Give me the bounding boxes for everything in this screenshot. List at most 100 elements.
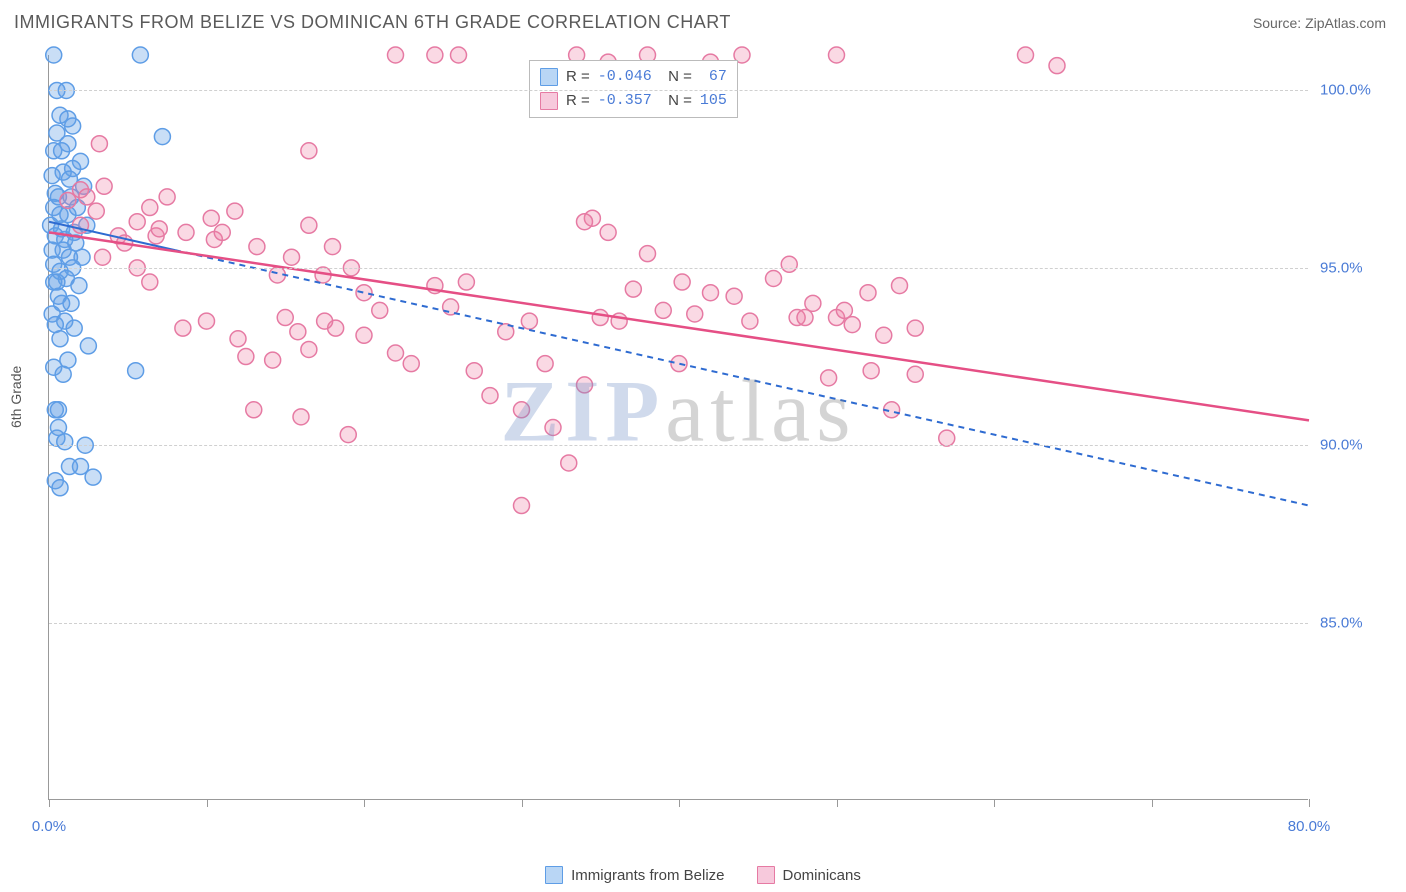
chart-plot-area: ZIPatlas R = -0.046 N = 67R = -0.357 N =…: [48, 55, 1308, 800]
correlation-legend-row: R = -0.046 N = 67: [540, 65, 727, 89]
data-point: [277, 310, 293, 326]
x-tick: [522, 799, 523, 807]
data-point: [372, 302, 388, 318]
data-point: [726, 288, 742, 304]
data-point: [154, 129, 170, 145]
y-axis-label: 6th Grade: [8, 366, 24, 428]
data-point: [829, 47, 845, 63]
data-point: [317, 313, 333, 329]
data-point: [151, 221, 167, 237]
data-point: [466, 363, 482, 379]
y-tick-label: 90.0%: [1320, 437, 1390, 454]
data-point: [577, 214, 593, 230]
legend-r-value: -0.357: [598, 89, 652, 113]
gridline: [49, 268, 1308, 269]
legend-swatch-icon: [540, 92, 558, 110]
x-tick: [1152, 799, 1153, 807]
data-point: [521, 313, 537, 329]
legend-swatch-icon: [757, 866, 775, 884]
y-tick-label: 100.0%: [1320, 82, 1390, 99]
data-point: [742, 313, 758, 329]
data-point: [79, 189, 95, 205]
data-point: [142, 200, 158, 216]
data-point: [142, 274, 158, 290]
data-point: [592, 310, 608, 326]
data-point: [55, 366, 71, 382]
data-point: [561, 455, 577, 471]
data-point: [356, 285, 372, 301]
legend-swatch-icon: [540, 68, 558, 86]
data-point: [388, 345, 404, 361]
data-point: [178, 224, 194, 240]
x-tick: [1309, 799, 1310, 807]
data-point: [129, 214, 145, 230]
data-point: [54, 143, 70, 159]
legend-r-value: -0.046: [598, 65, 652, 89]
bottom-legend-label: Dominicans: [783, 867, 861, 884]
data-point: [159, 189, 175, 205]
data-point: [458, 274, 474, 290]
data-point: [403, 356, 419, 372]
x-tick-label: 80.0%: [1288, 818, 1331, 835]
data-point: [1018, 47, 1034, 63]
legend-n-label: N =: [660, 89, 692, 113]
data-point: [876, 327, 892, 343]
data-point: [451, 47, 467, 63]
data-point: [514, 498, 530, 514]
data-point: [61, 459, 77, 475]
data-point: [214, 224, 230, 240]
correlation-legend: R = -0.046 N = 67R = -0.357 N = 105: [529, 60, 738, 118]
data-point: [625, 281, 641, 297]
data-point: [844, 317, 860, 333]
data-point: [674, 274, 690, 290]
data-point: [293, 409, 309, 425]
x-tick: [994, 799, 995, 807]
data-point: [766, 271, 782, 287]
data-point: [577, 377, 593, 393]
data-point: [907, 320, 923, 336]
data-point: [781, 256, 797, 272]
data-point: [340, 427, 356, 443]
data-point: [797, 310, 813, 326]
data-point: [821, 370, 837, 386]
data-point: [227, 203, 243, 219]
trend-line-extrapolated: [175, 250, 1309, 505]
data-point: [91, 136, 107, 152]
legend-n-value: 105: [700, 89, 727, 113]
data-point: [514, 402, 530, 418]
gridline: [49, 445, 1308, 446]
data-point: [284, 249, 300, 265]
legend-r-label: R =: [566, 65, 590, 89]
data-point: [545, 420, 561, 436]
scatter-svg: [49, 55, 1308, 799]
y-tick-label: 85.0%: [1320, 614, 1390, 631]
bottom-legend-item: Dominicans: [757, 866, 861, 884]
bottom-legend-label: Immigrants from Belize: [571, 867, 724, 884]
bottom-legend: Immigrants from Belize Dominicans: [0, 866, 1406, 884]
data-point: [44, 168, 60, 184]
data-point: [640, 246, 656, 262]
data-point: [600, 224, 616, 240]
legend-swatch-icon: [545, 866, 563, 884]
data-point: [85, 469, 101, 485]
data-point: [1049, 58, 1065, 74]
data-point: [66, 320, 82, 336]
data-point: [175, 320, 191, 336]
data-point: [246, 402, 262, 418]
data-point: [95, 249, 111, 265]
gridline: [49, 623, 1308, 624]
data-point: [290, 324, 306, 340]
data-point: [356, 327, 372, 343]
legend-n-value: 67: [700, 65, 727, 89]
chart-title: IMMIGRANTS FROM BELIZE VS DOMINICAN 6TH …: [14, 12, 731, 33]
data-point: [265, 352, 281, 368]
data-point: [249, 239, 265, 255]
data-point: [132, 47, 148, 63]
data-point: [687, 306, 703, 322]
data-point: [88, 203, 104, 219]
x-tick: [679, 799, 680, 807]
data-point: [537, 356, 553, 372]
x-tick: [837, 799, 838, 807]
data-point: [52, 331, 68, 347]
data-point: [203, 210, 219, 226]
